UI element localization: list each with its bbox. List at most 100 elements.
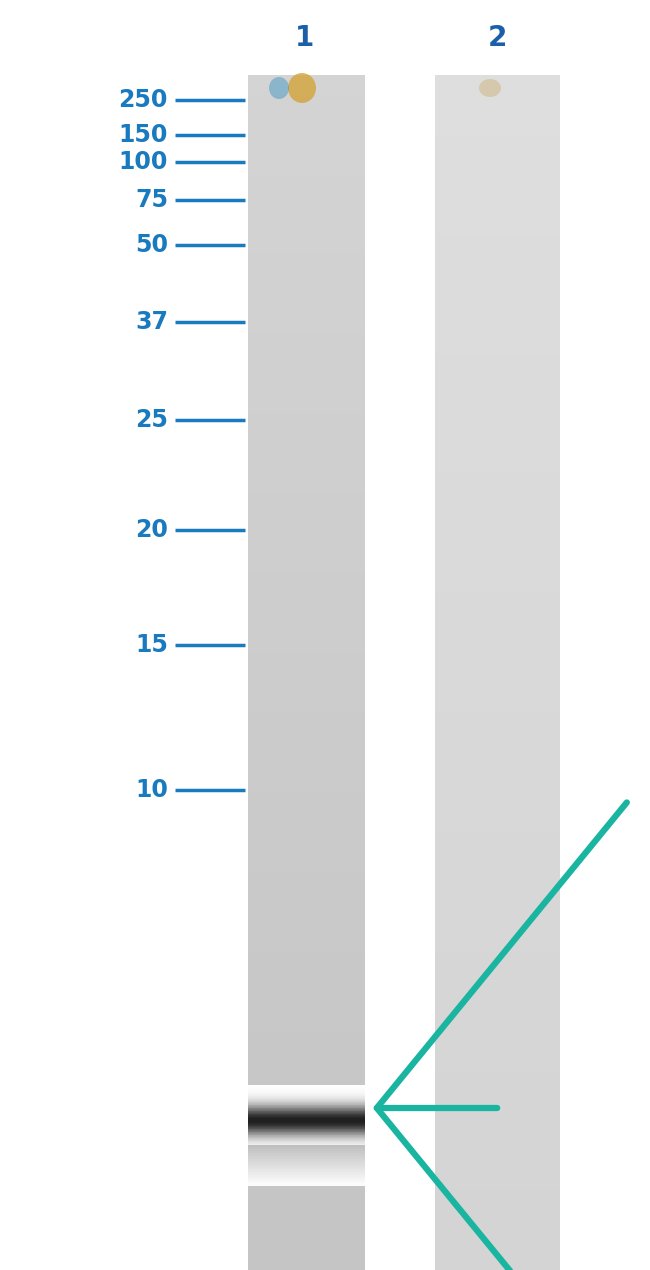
Text: 20: 20 <box>135 518 168 542</box>
Bar <box>435 1031 560 1052</box>
Bar <box>435 1210 560 1231</box>
Bar <box>248 1011 365 1033</box>
Bar <box>248 1157 365 1160</box>
Bar <box>435 653 560 673</box>
Bar <box>435 194 560 216</box>
Bar <box>248 951 365 973</box>
Text: 1: 1 <box>295 24 315 52</box>
Bar <box>435 75 560 1270</box>
Bar <box>435 733 560 753</box>
Bar <box>435 612 560 634</box>
Bar <box>435 792 560 813</box>
Bar <box>248 552 365 574</box>
Bar <box>248 1146 365 1148</box>
Bar <box>435 552 560 574</box>
Bar <box>248 533 365 554</box>
Bar <box>248 334 365 354</box>
Bar <box>435 1250 560 1270</box>
Bar <box>248 772 365 792</box>
Bar <box>435 1050 560 1072</box>
Bar <box>248 733 365 753</box>
Bar <box>248 871 365 893</box>
Bar <box>248 1250 365 1270</box>
Bar <box>435 852 560 872</box>
Bar <box>435 174 560 196</box>
Bar <box>248 1050 365 1072</box>
Bar <box>248 1171 365 1173</box>
Bar <box>248 593 365 613</box>
Bar <box>248 1151 365 1171</box>
Bar <box>435 573 560 594</box>
Bar <box>248 493 365 514</box>
Bar <box>248 1130 365 1152</box>
Bar <box>248 1151 365 1154</box>
Bar <box>248 513 365 535</box>
Bar <box>248 215 365 235</box>
Bar <box>435 1111 560 1132</box>
Ellipse shape <box>269 77 289 99</box>
Bar <box>248 155 365 175</box>
Bar <box>248 1179 365 1182</box>
Bar <box>435 75 560 97</box>
Bar <box>248 254 365 276</box>
Bar <box>435 334 560 354</box>
Bar <box>248 712 365 733</box>
Bar <box>435 1151 560 1171</box>
Bar <box>248 1161 365 1165</box>
Bar <box>248 792 365 813</box>
Bar <box>435 493 560 514</box>
Bar <box>248 295 365 315</box>
Bar <box>248 1210 365 1231</box>
Text: 10: 10 <box>135 779 168 801</box>
Text: 15: 15 <box>135 632 168 657</box>
Bar <box>248 235 365 255</box>
Bar <box>248 1071 365 1092</box>
Bar <box>248 314 365 335</box>
Bar <box>435 95 560 116</box>
Bar <box>248 1154 365 1158</box>
Text: 150: 150 <box>118 123 168 147</box>
Ellipse shape <box>479 79 501 97</box>
Bar <box>248 912 365 932</box>
Bar <box>435 1130 560 1152</box>
Bar <box>248 274 365 295</box>
Bar <box>435 215 560 235</box>
Text: 50: 50 <box>135 232 168 257</box>
Text: 25: 25 <box>135 408 168 432</box>
Bar <box>248 931 365 952</box>
Bar <box>248 373 365 395</box>
Text: 2: 2 <box>488 24 507 52</box>
Bar <box>435 474 560 494</box>
Bar <box>248 653 365 673</box>
Bar <box>248 1091 365 1111</box>
Bar <box>248 972 365 992</box>
Text: 37: 37 <box>135 310 168 334</box>
Bar <box>435 394 560 414</box>
Bar <box>248 1165 365 1168</box>
Bar <box>248 1182 365 1186</box>
Bar <box>248 414 365 434</box>
Bar <box>248 673 365 693</box>
Bar <box>435 314 560 335</box>
Bar <box>248 174 365 196</box>
Bar <box>435 832 560 852</box>
Bar <box>435 892 560 913</box>
Bar <box>248 991 365 1012</box>
Bar <box>435 1011 560 1033</box>
Bar <box>248 1147 365 1151</box>
Bar <box>435 931 560 952</box>
Bar <box>248 612 365 634</box>
Bar <box>435 254 560 276</box>
Bar <box>435 972 560 992</box>
Bar <box>248 95 365 116</box>
Bar <box>435 1171 560 1191</box>
Bar <box>248 354 365 375</box>
Bar <box>248 1175 365 1179</box>
Bar <box>248 1171 365 1191</box>
Bar <box>435 533 560 554</box>
Bar <box>435 433 560 455</box>
Bar <box>248 1167 365 1170</box>
Bar <box>435 991 560 1012</box>
Bar <box>435 135 560 156</box>
Bar <box>435 1231 560 1251</box>
